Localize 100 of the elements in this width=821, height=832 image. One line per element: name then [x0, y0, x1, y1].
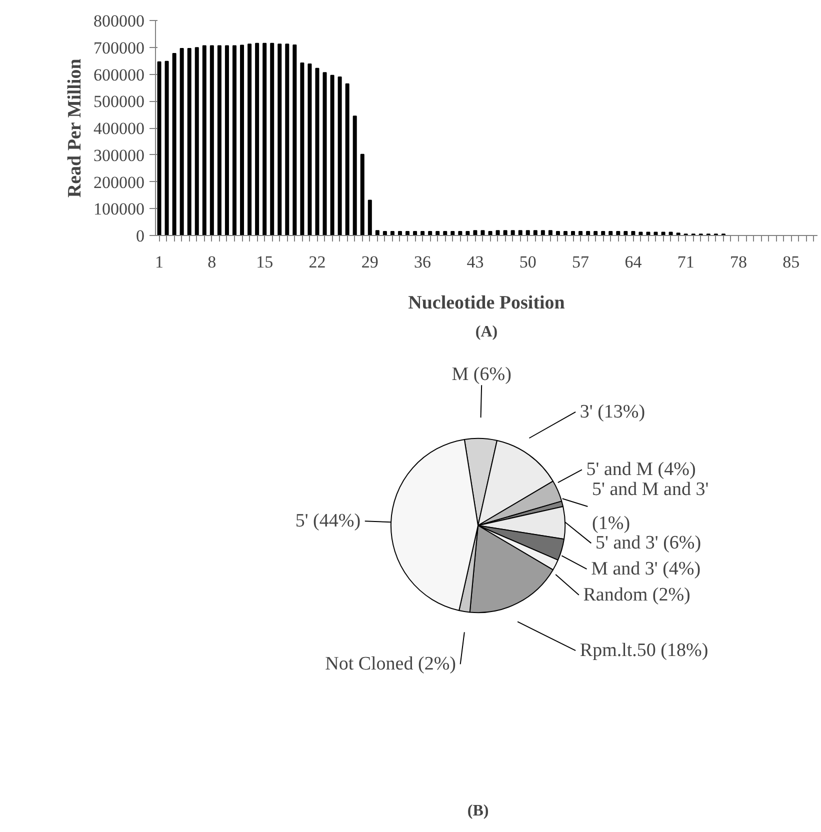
bar — [308, 64, 312, 236]
bar — [503, 230, 508, 236]
bar — [631, 230, 636, 236]
slice-label: M and 3' (4%) — [591, 558, 701, 580]
slice-label: 5' and M and 3' (1%) — [592, 479, 709, 534]
bar — [248, 44, 252, 236]
bar — [586, 230, 590, 236]
slice-label: 5' (44%) — [295, 510, 361, 532]
bar — [413, 230, 418, 236]
bar — [518, 230, 522, 236]
slice-label: Not Cloned (2%) — [325, 654, 456, 675]
bar — [428, 230, 432, 236]
x-tick-label: 64 — [624, 252, 642, 272]
bar — [594, 230, 598, 236]
bar — [187, 48, 192, 236]
bar — [398, 230, 402, 236]
bar — [292, 44, 297, 236]
bar — [194, 47, 199, 236]
x-tick-label: 22 — [308, 252, 326, 272]
bar — [624, 230, 628, 236]
bar — [360, 154, 364, 236]
bar — [548, 230, 552, 236]
bar — [224, 45, 229, 236]
bar — [406, 230, 410, 236]
x-tick-label: 1 — [155, 252, 164, 272]
bar — [368, 200, 372, 236]
bar — [480, 230, 485, 236]
bar — [466, 230, 470, 236]
y-tick-label: 700000 — [94, 38, 144, 58]
bar — [510, 230, 515, 236]
bar — [345, 83, 350, 236]
bar — [300, 62, 304, 236]
bar — [496, 230, 500, 236]
bar — [262, 42, 267, 236]
bar — [375, 230, 380, 236]
slice-label: Random (2%) — [583, 584, 690, 606]
bar — [473, 230, 478, 236]
bar — [458, 230, 462, 236]
x-tick-label: 8 — [208, 252, 216, 272]
x-tick-label: 15 — [256, 252, 274, 272]
x-axis-title: Nucleotide Position — [408, 292, 566, 314]
slice-label: 3' (13%) — [580, 401, 646, 422]
bar — [540, 230, 545, 236]
y-axis-title: Read Per Million — [64, 58, 86, 198]
bar — [450, 230, 455, 236]
bar — [278, 44, 282, 236]
bar — [232, 45, 236, 236]
y-tick-label: 500000 — [94, 92, 144, 112]
bar — [526, 230, 530, 236]
bar — [556, 230, 560, 236]
slice-label: M (6%) — [452, 364, 512, 386]
bar — [164, 60, 169, 236]
bar — [608, 230, 613, 236]
bar — [330, 74, 334, 236]
bar — [285, 44, 290, 236]
bar — [255, 42, 260, 236]
y-tick-label: 400000 — [94, 119, 144, 138]
x-tick-label: 50 — [519, 252, 536, 272]
y-tick-label: 0 — [136, 226, 144, 246]
bar — [533, 230, 538, 236]
bar — [157, 61, 162, 236]
bar — [240, 44, 244, 236]
bar — [270, 42, 274, 236]
x-tick-label: 57 — [572, 252, 590, 272]
bar — [322, 72, 327, 236]
bar — [436, 230, 440, 236]
bar — [172, 53, 176, 236]
bar — [488, 230, 492, 236]
bar — [563, 230, 568, 236]
bar — [352, 116, 357, 236]
x-tick-label: 78 — [730, 252, 748, 272]
bar — [180, 48, 184, 236]
x-tick-label: 29 — [361, 252, 378, 272]
y-tick-label: 100000 — [94, 200, 144, 219]
bar — [390, 230, 394, 236]
bar — [202, 45, 206, 236]
y-tick-label: 200000 — [94, 172, 144, 192]
text: (A) — [475, 324, 498, 340]
bar — [210, 45, 214, 236]
bar — [578, 230, 583, 236]
bar — [616, 230, 620, 236]
y-tick-label: 300000 — [94, 146, 144, 165]
slice-label: Rpm.lt.50 (18%) — [580, 640, 708, 662]
bar — [571, 230, 576, 236]
x-tick-label: 43 — [466, 252, 484, 272]
bar — [420, 230, 425, 236]
bar — [338, 76, 342, 236]
y-tick-label: 800000 — [94, 12, 144, 30]
text: (B) — [467, 802, 489, 820]
x-tick-label: 36 — [414, 252, 432, 272]
bar — [676, 232, 680, 236]
bar — [443, 230, 448, 236]
bar — [601, 230, 606, 236]
slice-label: 5' and M (4%) — [586, 459, 696, 480]
x-tick-label: 85 — [782, 252, 800, 272]
bar — [217, 45, 222, 236]
y-tick-label: 600000 — [94, 65, 144, 84]
slice-label: 5' and 3' (6%) — [596, 532, 702, 554]
bar — [382, 230, 387, 236]
x-tick-label: 71 — [677, 252, 694, 272]
